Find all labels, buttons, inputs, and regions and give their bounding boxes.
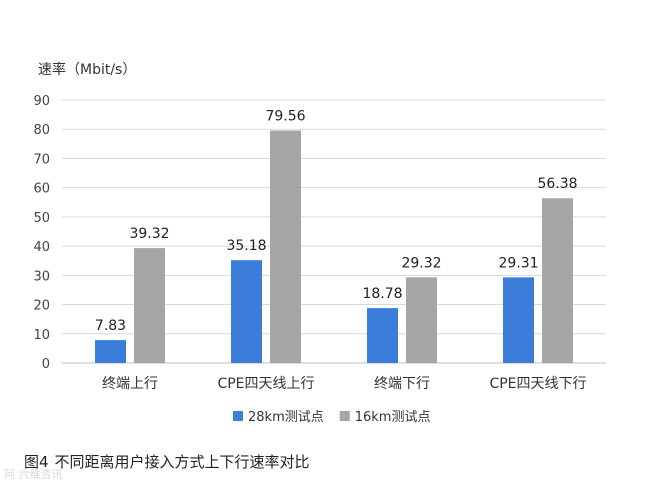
bar <box>231 260 262 363</box>
data-label: 79.56 <box>265 109 305 125</box>
data-label: 29.32 <box>401 255 441 271</box>
legend-swatch <box>339 411 350 421</box>
x-tick-label: CPE四天线下行 <box>489 376 586 392</box>
data-label: 7.83 <box>95 318 126 334</box>
legend: 28km测试点 16km测试点 <box>233 410 430 425</box>
y-tick-label: 80 <box>33 123 50 138</box>
data-label: 39.32 <box>129 226 169 242</box>
y-axis-title: 速率（Mbit/s） <box>38 61 136 78</box>
y-tick-labels: 0 10 20 30 40 50 60 70 80 90 <box>33 94 50 372</box>
x-tick-label: CPE四天线上行 <box>217 376 314 392</box>
data-label: 35.18 <box>226 238 266 254</box>
legend-swatch <box>233 411 243 421</box>
y-tick-label: 0 <box>42 357 50 372</box>
bar <box>270 130 301 363</box>
figure-label: 图4 <box>24 453 49 471</box>
legend-label: 28km测试点 <box>248 410 324 425</box>
x-tick-label: 终端上行 <box>102 376 158 392</box>
bar <box>95 340 126 363</box>
data-label: 18.78 <box>362 286 402 302</box>
data-label: 56.38 <box>537 176 577 192</box>
y-tick-label: 20 <box>33 299 50 314</box>
y-tick-label: 90 <box>33 94 50 109</box>
bar <box>542 198 573 363</box>
y-tick-label: 50 <box>33 211 50 226</box>
y-tick-label: 70 <box>33 152 50 167</box>
figure-caption-text: 不同距离用户接入方式上下行速率对比 <box>54 453 310 471</box>
y-tick-label: 30 <box>33 269 50 284</box>
watermark: 阿 六维资讯 <box>4 468 63 481</box>
y-tick-label: 10 <box>33 328 50 343</box>
bars <box>95 130 573 363</box>
y-tick-label: 40 <box>33 240 50 255</box>
figure-caption: 图4 不同距离用户接入方式上下行速率对比 <box>24 451 310 472</box>
x-tick-labels: 终端上行 CPE四天线上行 终端下行 CPE四天线下行 <box>102 376 587 392</box>
bar <box>406 277 437 363</box>
bar <box>367 308 398 363</box>
legend-label: 16km测试点 <box>355 410 431 425</box>
bar-chart: 速率（Mbit/s） 0 10 20 30 40 50 60 70 80 90 7.83 39.32… <box>33 61 606 425</box>
bar <box>134 248 165 363</box>
x-tick-label: 终端下行 <box>374 376 430 392</box>
data-labels: 7.83 39.32 35.18 79.56 18.78 29.32 29.31 56.38 <box>95 109 578 335</box>
bar <box>503 277 534 363</box>
y-tick-label: 60 <box>33 182 50 197</box>
data-label: 29.31 <box>498 255 538 271</box>
